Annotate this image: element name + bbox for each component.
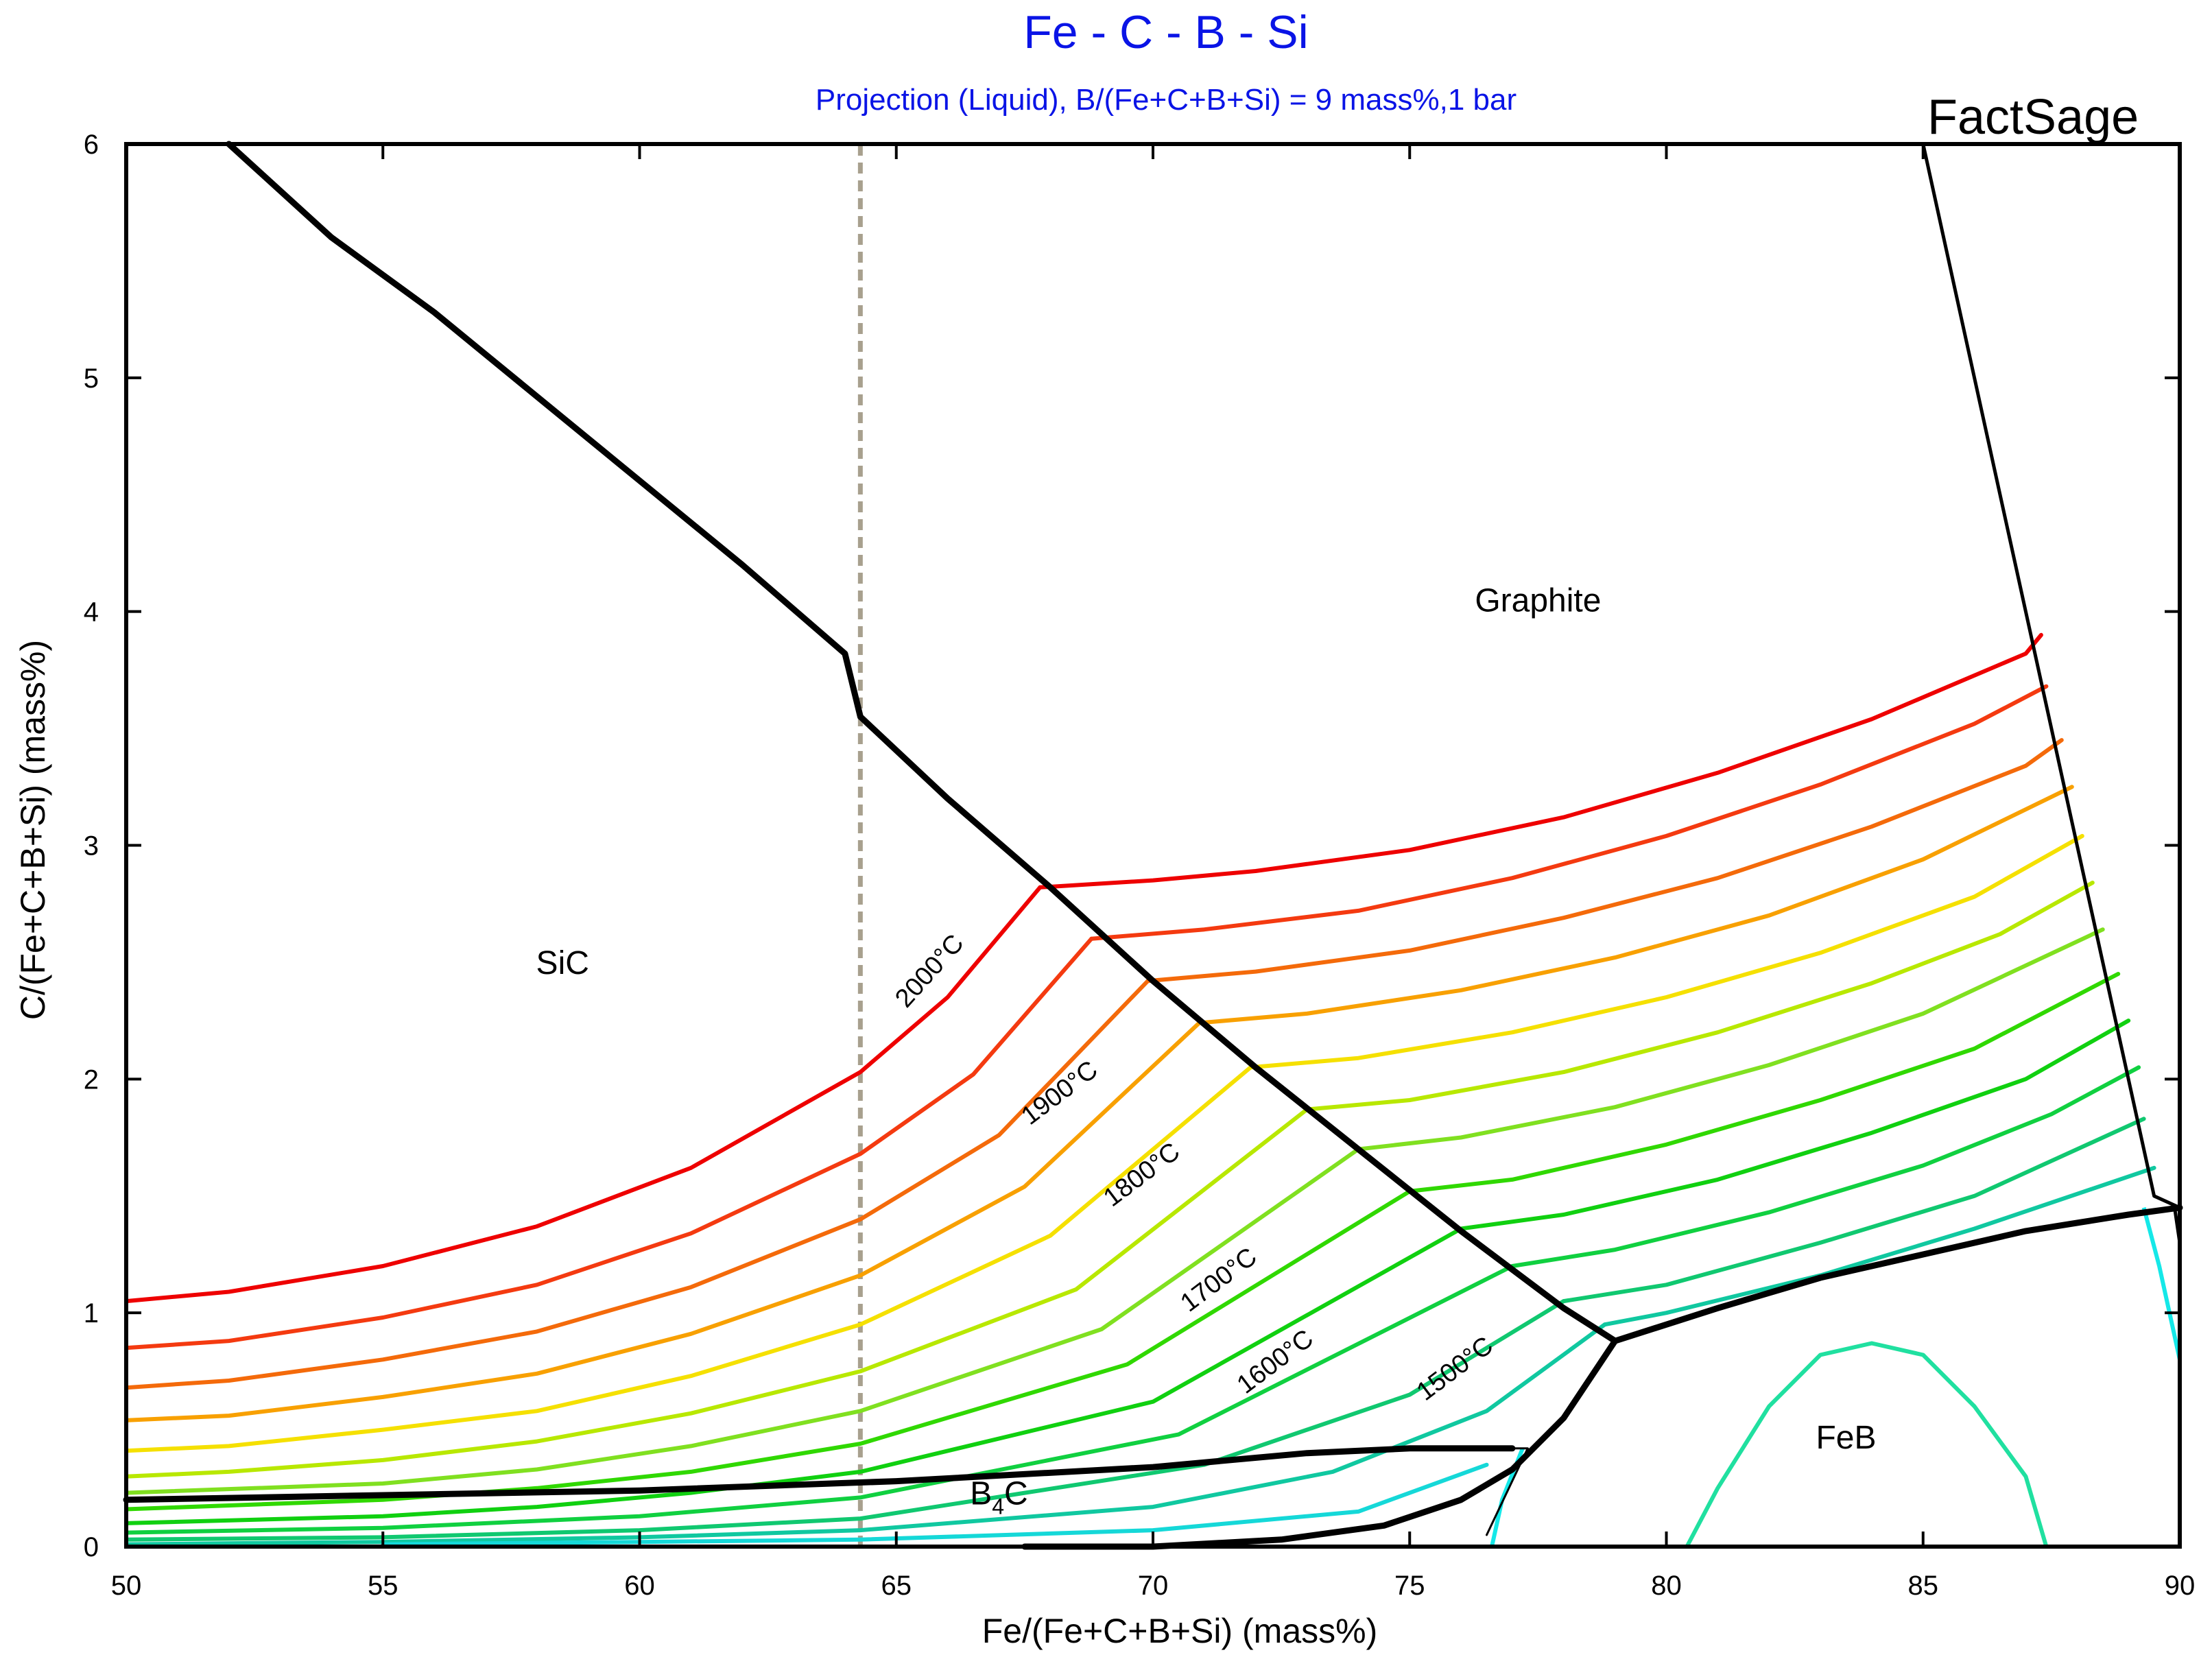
fe-corner-boundary (2141, 1207, 2182, 1360)
isotherm-1750-sic-branch (124, 1107, 1309, 1479)
chart-subtitle: Projection (Liquid), B/(Fe+C+B+Si) = 9 m… (816, 83, 1517, 117)
region-label-feb: FeB (1816, 1420, 1876, 1456)
isotherm-1850-sic-branch (124, 1021, 1202, 1422)
isotherm-1850-graphite-branch (1197, 785, 2074, 1025)
isotherm-1950-sic-branch (124, 936, 1094, 1350)
isotherm-2000-graphite-branch (1038, 632, 2043, 890)
isotherm-1500-graphite-branch (1561, 1117, 2146, 1304)
isotherm-1400-sic-branch (381, 1462, 1489, 1547)
isotherm-1500-sic-branch (124, 1299, 1566, 1542)
x-axis-label: Fe/(Fe+C+B+Si) (mass%) (982, 1612, 1378, 1650)
x-tick-label: 75 (1394, 1571, 1425, 1601)
isotherm-1800-sic-branch (124, 1065, 1253, 1453)
isotherm-label-1800: 1800°C (1098, 1137, 1185, 1213)
b4c-boundary-tip (1486, 1447, 1529, 1536)
isotherm-1550-sic-branch (124, 1264, 1514, 1535)
y-axis-label: C/(Fe+C+B+Si) (mass%) (14, 640, 52, 1020)
fe-side-boundary (1921, 142, 2182, 1210)
isotherm-label-1500: 1500°C (1412, 1331, 1499, 1407)
y-tick-label: 4 (84, 597, 99, 628)
plot-area: SiCGraphiteFeBB4C2000°C1900°C1800°C1700°… (123, 141, 2183, 1550)
isotherm-1800-graphite-branch (1248, 833, 2084, 1070)
isotherm-1900-sic-branch (124, 979, 1150, 1390)
isotherm-1550-graphite-branch (1510, 1065, 2141, 1268)
isotherm-1950-graphite-branch (1089, 684, 2049, 941)
y-tick-label: 6 (84, 130, 99, 160)
x-tick-label: 65 (881, 1571, 912, 1601)
isotherm-1650-graphite-branch (1407, 972, 2121, 1193)
isotherm-2000-sic-branch (124, 885, 1043, 1304)
graphite-feb-boundary (1612, 1204, 2183, 1344)
y-tick-label: 3 (84, 831, 99, 861)
plot-frame (124, 142, 2182, 1549)
b4c-upper-boundary (123, 1445, 1516, 1503)
isotherm-label-2000: 2000°C (890, 929, 969, 1013)
x-tick-label: 80 (1651, 1571, 1682, 1601)
region-label-graphite: Graphite (1475, 583, 1601, 619)
isotherm-1700-graphite-branch (1356, 927, 2105, 1152)
axes: 50 55 60 65 70 75 80 85 90 0 1 2 3 4 5 6 (84, 130, 2196, 1601)
y-tick-label: 1 (84, 1298, 99, 1329)
x-tick-label: 90 (2165, 1571, 2196, 1601)
chart-title: Fe - C - B - Si (1023, 6, 1309, 58)
sic-graphite-boundary (226, 141, 1619, 1344)
y-tick-label: 0 (84, 1532, 99, 1562)
isotherm-1650-sic-branch (124, 1189, 1412, 1512)
isotherm-1900-graphite-branch (1145, 738, 2064, 984)
isotherm-label-1600: 1600°C (1232, 1324, 1319, 1400)
y-tick-label: 5 (84, 364, 99, 394)
isotherm-1700-sic-branch (124, 1147, 1361, 1495)
isotherm-label-1900: 1900°C (1016, 1056, 1104, 1131)
isotherm-1600-sic-branch (124, 1226, 1464, 1525)
region-label-sic: SiC (536, 945, 589, 981)
isotherm-1450-sic-branch (124, 1322, 1607, 1547)
x-tick-label: 70 (1138, 1571, 1169, 1601)
isotherm-1750-graphite-branch (1305, 881, 2095, 1112)
feb-dome (1685, 1341, 2049, 1548)
x-tick-label: 50 (111, 1571, 142, 1601)
y-tick-label: 2 (84, 1064, 99, 1095)
isotherm-1600-graphite-branch (1459, 1018, 2131, 1231)
x-tick-label: 60 (624, 1571, 655, 1601)
x-tick-label: 55 (368, 1571, 399, 1601)
factsage-watermark: FactSage (1927, 90, 2139, 145)
x-tick-label: 85 (1908, 1571, 1939, 1601)
isotherm-1450-graphite-branch (1602, 1165, 2156, 1327)
region-label-b4c: B4C (970, 1476, 1027, 1519)
